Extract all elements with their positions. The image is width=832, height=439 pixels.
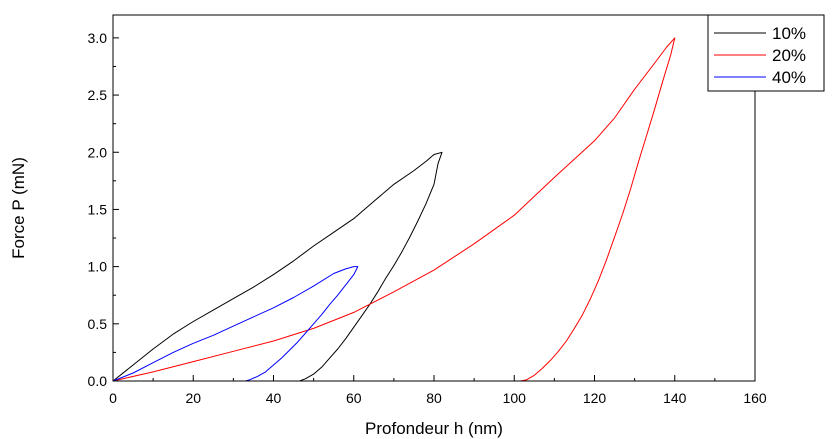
x-tick-label: 80	[426, 390, 442, 406]
legend: 10% 20% 40%	[707, 14, 825, 92]
x-tick-label: 120	[583, 390, 607, 406]
x-tick-label: 160	[743, 390, 767, 406]
series-line-1	[112, 151, 443, 382]
x-axis-title: Profondeur h (nm)	[365, 419, 503, 438]
y-axis-title: Force P (mN)	[9, 157, 28, 259]
y-tick-label: 0.5	[88, 316, 108, 332]
x-axis-ticks: 0 20 40 60 80 100 120 140 160	[109, 375, 767, 406]
legend-label: 10%	[772, 24, 806, 43]
legend-box	[707, 14, 825, 92]
legend-label: 40%	[772, 68, 806, 87]
x-tick-label: 20	[185, 390, 201, 406]
series-line-2	[112, 37, 676, 382]
plot-frame	[112, 14, 756, 382]
x-tick-label: 40	[266, 390, 282, 406]
y-tick-label: 0.0	[88, 373, 108, 389]
y-tick-label: 2.5	[88, 87, 108, 103]
x-tick-label: 0	[109, 390, 117, 406]
series-layer	[112, 37, 676, 382]
x-tick-label: 140	[663, 390, 687, 406]
legend-label: 20%	[772, 46, 806, 65]
y-tick-label: 1.0	[88, 259, 108, 275]
series-line-3	[112, 266, 359, 382]
y-axis-ticks: 0.0 0.5 1.0 1.5 2.0 2.5 3.0	[88, 30, 119, 389]
legend-items: 10% 20% 40%	[714, 24, 806, 87]
x-tick-label: 100	[503, 390, 527, 406]
y-tick-label: 2.0	[88, 144, 108, 160]
x-tick-label: 60	[346, 390, 362, 406]
y-tick-label: 3.0	[88, 30, 108, 46]
y-tick-label: 1.5	[88, 201, 108, 217]
